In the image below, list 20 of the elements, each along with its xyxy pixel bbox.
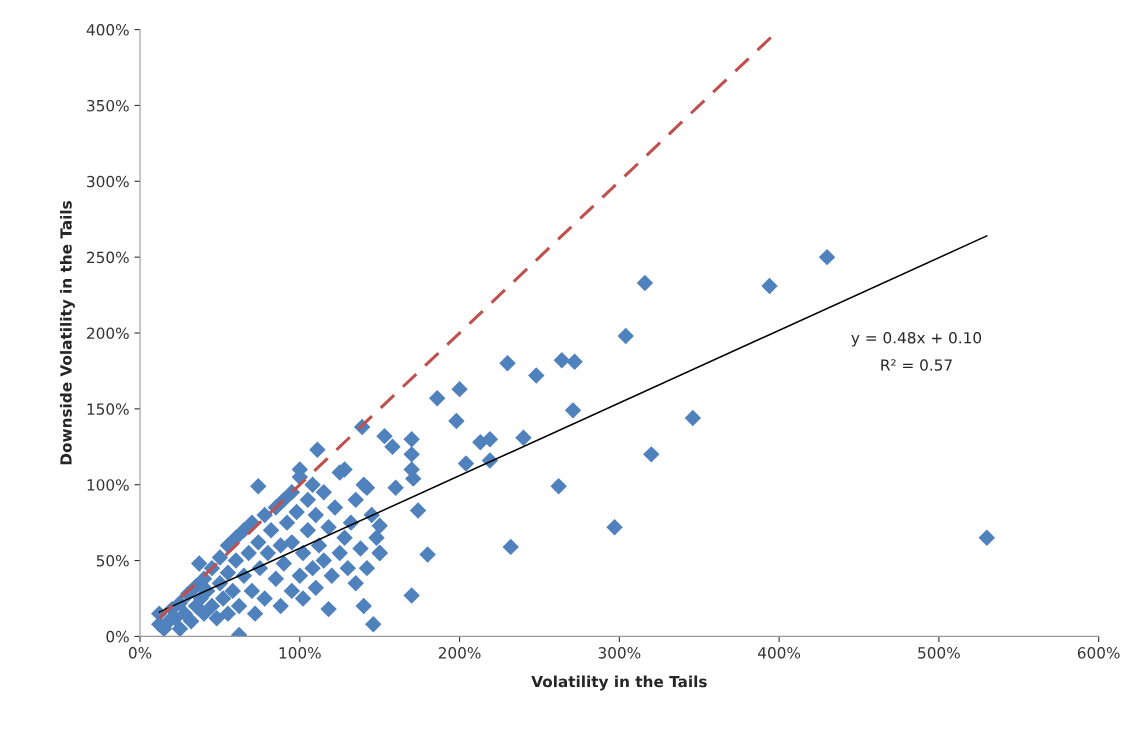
y-tick-label: 200%	[87, 327, 129, 340]
x-tick-label: 500%	[918, 647, 960, 659]
y-axis-title: Downside Volatility in the Tails	[59, 201, 75, 465]
y-tick-label: 150%	[87, 403, 129, 415]
annotation: y = 0.48x + 0.10	[851, 331, 982, 347]
y-tick-label: 300%	[87, 175, 129, 188]
y-tick-label: 250%	[87, 251, 129, 264]
x-tick-label: 0%	[128, 647, 152, 659]
annotation: R² = 0.57	[881, 359, 952, 371]
x-tick-label: 600%	[1077, 647, 1120, 659]
y-tick-label: 50%	[96, 555, 129, 567]
x-tick-label: 100%	[279, 647, 321, 659]
x-tick-label: 200%	[438, 647, 481, 659]
y-tick-label: 400%	[86, 24, 129, 36]
x-axis-title: Volatility in the Tails	[531, 675, 707, 691]
y-tick-label: 100%	[87, 479, 129, 491]
x-tick-label: 300%	[598, 647, 641, 659]
y-tick-label: 0%	[106, 630, 129, 643]
x-tick-label: 400%	[758, 647, 801, 659]
y-tick-label: 350%	[87, 99, 129, 112]
